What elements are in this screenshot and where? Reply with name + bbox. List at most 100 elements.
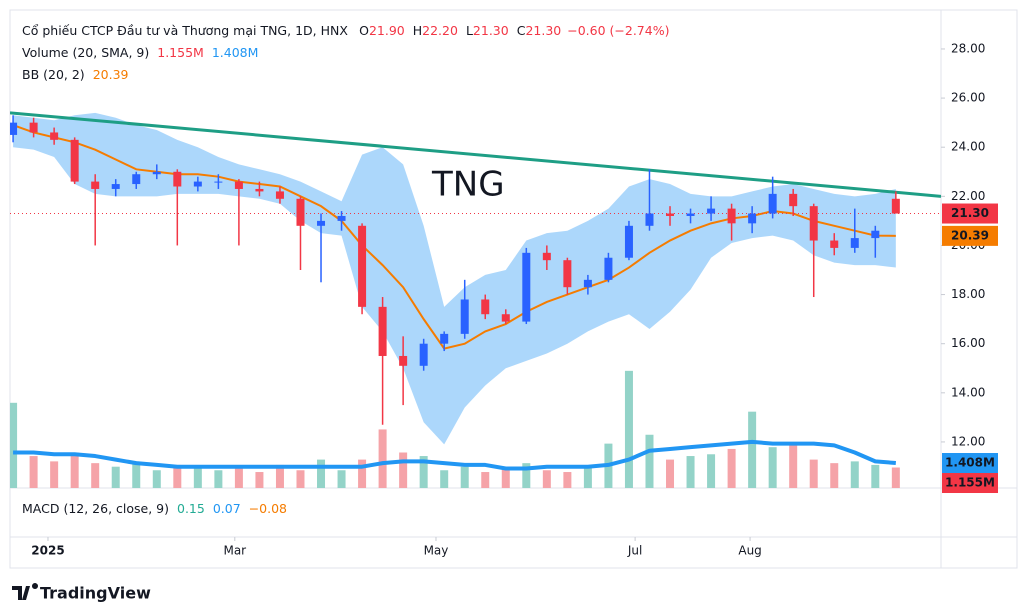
volume-legend: Volume (20, SMA, 9) 1.155M 1.408M <box>22 45 258 60</box>
price-tag <box>942 225 998 246</box>
volume-bar <box>871 464 880 488</box>
candle-body <box>70 139 79 182</box>
candle-body <box>50 132 59 140</box>
candle-body <box>460 299 469 334</box>
volume-bar <box>645 434 654 488</box>
candle-body <box>522 252 531 322</box>
volume-bar <box>152 470 161 488</box>
ohlc-key: L <box>466 23 473 38</box>
ohlc-key: C <box>517 23 526 38</box>
volume-bar <box>70 452 79 488</box>
y-tick-label: 26.00 <box>951 91 985 105</box>
volume-bar <box>748 411 757 488</box>
volume-bar <box>522 463 531 488</box>
price-tag-label: 1.408M <box>945 456 995 470</box>
title: Cổ phiếu CTCP Đầu tư và Thương mại TNG, … <box>22 23 348 38</box>
candle-body <box>727 208 736 224</box>
ohlc-value: 21.30 <box>525 23 561 38</box>
x-tick-label: Mar <box>223 544 246 558</box>
candle-body <box>666 213 675 216</box>
volume-bar <box>768 447 777 488</box>
y-tick-label: 24.00 <box>951 140 985 154</box>
volume-bar <box>275 464 284 488</box>
volume-bar <box>624 370 633 488</box>
x-tick-label: Aug <box>738 544 761 558</box>
volume-bar <box>542 470 551 488</box>
x-tick-label: 2025 <box>31 544 64 558</box>
logo-icon <box>12 583 38 600</box>
trend-line <box>10 111 941 198</box>
candle-body <box>214 181 223 183</box>
price-tag-label: 20.39 <box>951 228 989 242</box>
volume-bar <box>850 461 859 488</box>
candle-body <box>378 306 387 356</box>
candle-body <box>645 213 654 226</box>
candle-body <box>275 191 284 199</box>
price-tag <box>942 473 998 494</box>
bb-band <box>13 112 896 445</box>
bb-name: BB (20, 2) <box>22 67 85 82</box>
volume-sma: 1.408M <box>212 45 259 60</box>
brand: TradingView <box>40 584 151 603</box>
candle-body <box>789 193 798 207</box>
bb-legend: BB (20, 2) 20.39 <box>22 67 129 82</box>
ohlc: O21.90 H22.20 L21.30 C21.30 <box>359 23 561 38</box>
volume-bar <box>50 461 59 488</box>
candle-body <box>296 198 305 226</box>
volume-bar <box>173 464 182 488</box>
volume-bar <box>481 472 490 488</box>
x-tick-label: Jul <box>627 544 642 558</box>
y-tick-label: 18.00 <box>951 287 985 301</box>
symbol-title: Cổ phiếu CTCP Đầu tư và Thương mại TNG, … <box>22 23 669 38</box>
y-tick-label: 14.00 <box>951 385 985 399</box>
volume-sma <box>13 439 896 471</box>
candle-body <box>871 230 880 239</box>
candle-body <box>768 193 777 214</box>
volume-bar <box>337 470 346 488</box>
volume-bar <box>686 456 695 488</box>
candle-body <box>10 122 18 135</box>
ohlc-value: 21.30 <box>473 23 509 38</box>
ohlc-key: H <box>413 23 422 38</box>
volume-value: 1.155M <box>157 45 204 60</box>
bb-basis: 20.39 <box>93 67 129 82</box>
volume-bar <box>378 429 387 488</box>
y-tick-label: 28.00 <box>951 41 985 55</box>
candle-body <box>850 238 859 248</box>
macd-hist: −0.08 <box>249 501 287 516</box>
volume-name: Volume (20, SMA, 9) <box>22 45 149 60</box>
candle-body <box>234 181 243 189</box>
y-tick-label: 22.00 <box>951 189 985 203</box>
volume-bar <box>460 466 469 488</box>
change: −0.60 (−2.74%) <box>567 23 669 38</box>
volume-bar <box>358 459 367 488</box>
volume-bar <box>296 470 305 488</box>
volume-bar <box>583 466 592 488</box>
y-tick-label: 16.00 <box>951 336 985 350</box>
volume-bar <box>440 470 449 488</box>
volume-bar <box>193 468 202 488</box>
volume-bar <box>10 402 18 488</box>
plot-area: TNG <box>10 111 941 488</box>
candle-body <box>152 171 161 175</box>
candle-body <box>563 260 572 288</box>
candle-body <box>399 355 408 366</box>
candle-body <box>542 252 551 261</box>
frame <box>9 9 1018 569</box>
logo: TradingView <box>12 583 151 603</box>
candle-body <box>604 257 613 280</box>
candle-body <box>686 213 695 216</box>
macd-name: MACD (12, 26, close, 9) <box>22 501 169 516</box>
candle-body <box>337 215 346 221</box>
candle-body <box>891 198 900 214</box>
price-tag-label: 1.155M <box>945 476 995 490</box>
ohlc-value: 22.20 <box>422 23 458 38</box>
volume-bar <box>132 463 141 488</box>
volume-bar <box>317 459 326 488</box>
volume-bar <box>891 467 900 488</box>
price-tag <box>942 203 998 224</box>
volume-bar <box>399 452 408 488</box>
price-tag <box>942 453 998 474</box>
candle-body <box>173 171 182 187</box>
